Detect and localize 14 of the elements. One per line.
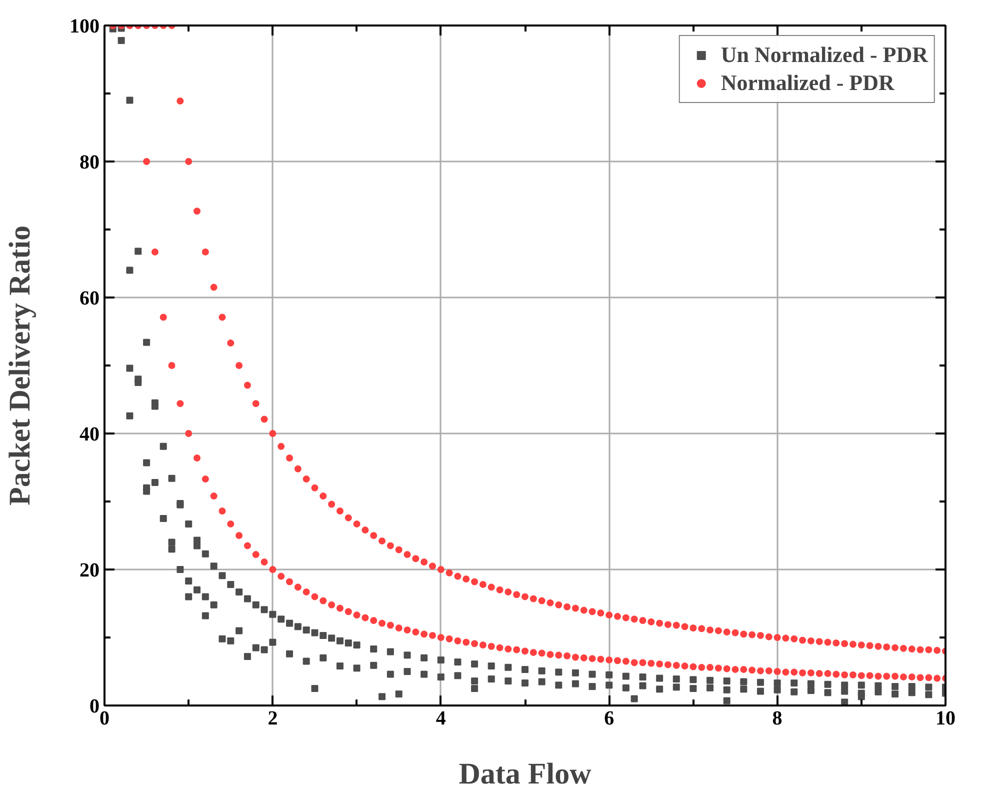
y-tick-label: 100: [70, 16, 100, 38]
x-tick-label: 2: [268, 708, 278, 730]
y-axis-title: Packet Delivery Ratio: [4, 226, 36, 506]
y-tick-label: 20: [80, 560, 100, 582]
y-tick-label: 40: [80, 424, 100, 446]
legend-label: Normalized - PDR: [720, 70, 894, 96]
x-axis-title: Data Flow: [458, 758, 592, 790]
y-tick-label: 80: [80, 152, 100, 174]
legend-label: Un Normalized - PDR: [720, 42, 928, 68]
y-tick-label: 60: [80, 288, 100, 310]
x-tick-label: 10: [936, 708, 956, 730]
x-tick-label: 8: [772, 708, 782, 730]
x-tick-label: 6: [604, 708, 614, 730]
x-tick-label: 4: [436, 708, 446, 730]
